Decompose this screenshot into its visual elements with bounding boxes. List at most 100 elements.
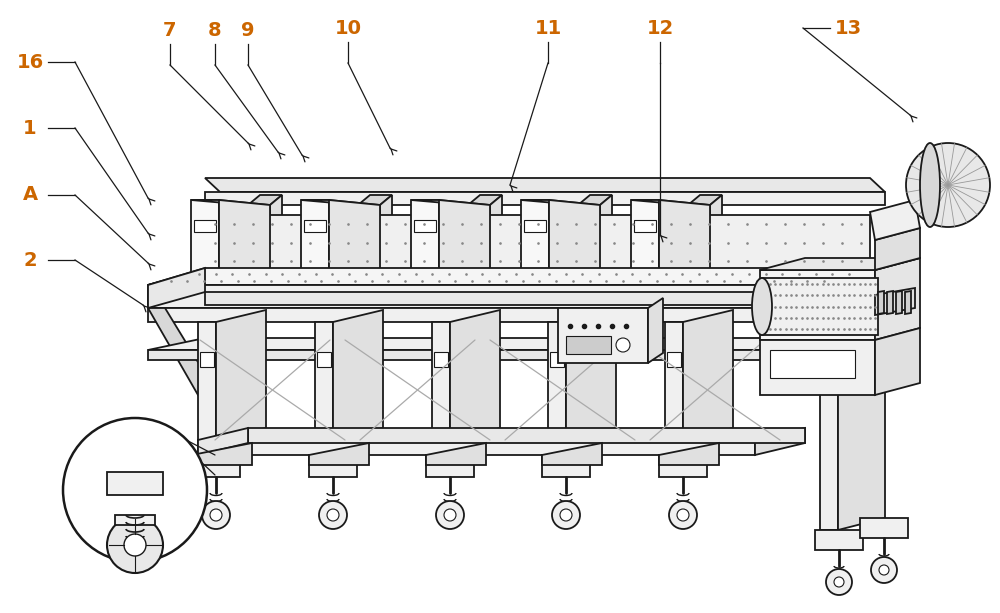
Polygon shape	[198, 440, 755, 455]
Bar	[634, 220, 656, 232]
Polygon shape	[659, 200, 710, 285]
Polygon shape	[380, 195, 392, 300]
Polygon shape	[248, 428, 805, 443]
Polygon shape	[688, 195, 722, 205]
Polygon shape	[216, 310, 266, 440]
Text: 13: 13	[834, 18, 862, 37]
Bar	[304, 220, 326, 232]
Polygon shape	[820, 305, 838, 530]
Ellipse shape	[920, 143, 940, 227]
Circle shape	[436, 501, 464, 529]
Circle shape	[669, 501, 697, 529]
Circle shape	[210, 509, 222, 521]
Polygon shape	[659, 443, 719, 465]
Polygon shape	[490, 195, 502, 300]
Polygon shape	[521, 200, 549, 285]
Polygon shape	[631, 200, 659, 285]
Bar	[581, 225, 597, 239]
Polygon shape	[631, 200, 710, 205]
Polygon shape	[549, 200, 600, 285]
Circle shape	[616, 338, 630, 352]
Polygon shape	[838, 292, 885, 530]
Bar	[524, 220, 546, 232]
Polygon shape	[205, 215, 870, 270]
Polygon shape	[107, 472, 163, 495]
Polygon shape	[860, 518, 908, 538]
Bar	[691, 225, 707, 239]
Polygon shape	[148, 270, 870, 285]
Polygon shape	[648, 298, 663, 363]
Polygon shape	[426, 455, 474, 477]
Polygon shape	[683, 310, 733, 440]
Polygon shape	[333, 310, 383, 440]
Polygon shape	[198, 322, 216, 440]
Polygon shape	[542, 443, 602, 465]
Polygon shape	[198, 428, 248, 455]
Polygon shape	[659, 455, 707, 477]
Circle shape	[826, 569, 852, 595]
Polygon shape	[148, 338, 870, 350]
Bar	[667, 352, 681, 367]
Polygon shape	[192, 455, 240, 477]
Polygon shape	[439, 200, 490, 285]
Polygon shape	[248, 195, 282, 205]
Polygon shape	[191, 200, 219, 285]
Circle shape	[202, 501, 230, 529]
Polygon shape	[115, 515, 155, 525]
Circle shape	[560, 509, 572, 521]
Bar	[251, 225, 267, 239]
Polygon shape	[192, 443, 252, 465]
Polygon shape	[875, 228, 920, 270]
Polygon shape	[665, 322, 683, 440]
Polygon shape	[542, 455, 590, 477]
Text: 12: 12	[646, 18, 674, 37]
Ellipse shape	[752, 278, 772, 335]
Bar	[200, 352, 214, 367]
Polygon shape	[468, 195, 502, 205]
Circle shape	[834, 577, 844, 587]
Polygon shape	[301, 200, 329, 285]
Text: 11: 11	[534, 18, 562, 37]
Polygon shape	[432, 322, 450, 440]
Polygon shape	[548, 322, 566, 440]
Polygon shape	[468, 205, 490, 300]
Polygon shape	[820, 338, 870, 360]
Polygon shape	[301, 200, 380, 205]
Polygon shape	[426, 443, 486, 465]
Polygon shape	[205, 292, 870, 305]
Circle shape	[871, 557, 897, 583]
Polygon shape	[762, 278, 878, 335]
Polygon shape	[411, 200, 490, 205]
Polygon shape	[521, 200, 600, 205]
Circle shape	[552, 501, 580, 529]
Polygon shape	[191, 200, 270, 205]
Polygon shape	[820, 268, 870, 308]
Circle shape	[319, 501, 347, 529]
Polygon shape	[875, 328, 920, 395]
Polygon shape	[148, 268, 870, 285]
Text: 10: 10	[334, 18, 362, 37]
Bar	[471, 225, 487, 239]
Bar	[434, 352, 448, 367]
Polygon shape	[578, 205, 600, 300]
Circle shape	[677, 509, 689, 521]
Bar	[550, 352, 564, 367]
Polygon shape	[760, 258, 920, 270]
Polygon shape	[760, 270, 875, 340]
Polygon shape	[558, 308, 648, 363]
Polygon shape	[219, 200, 270, 285]
Ellipse shape	[906, 143, 990, 227]
Polygon shape	[358, 195, 392, 205]
Polygon shape	[755, 428, 805, 455]
Polygon shape	[875, 288, 915, 315]
Polygon shape	[148, 268, 205, 308]
Polygon shape	[578, 195, 612, 205]
Polygon shape	[329, 200, 380, 285]
Polygon shape	[760, 340, 875, 395]
Text: 9: 9	[241, 20, 255, 39]
Bar	[317, 352, 331, 367]
Polygon shape	[270, 195, 282, 300]
Bar	[770, 350, 855, 378]
Text: 8: 8	[208, 20, 222, 39]
Bar	[414, 220, 436, 232]
